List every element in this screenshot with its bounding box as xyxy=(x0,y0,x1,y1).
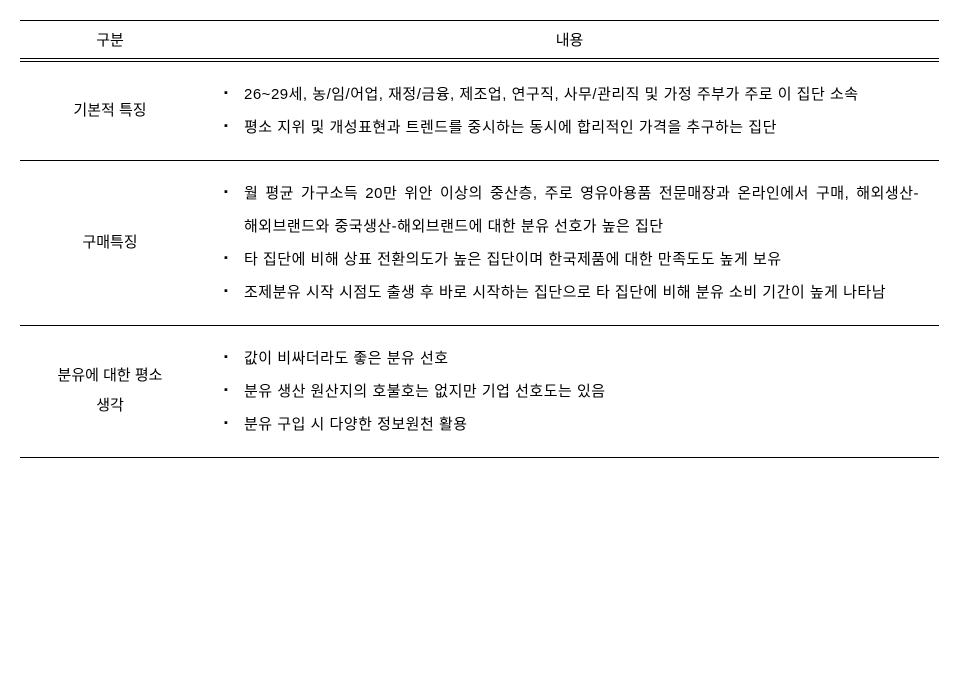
list-item: 26~29세, 농/임/어업, 재정/금융, 제조업, 연구직, 사무/관리직 … xyxy=(224,78,919,111)
list-item: 분유 구입 시 다양한 정보원천 활용 xyxy=(224,408,919,441)
table-row: 기본적 특징 26~29세, 농/임/어업, 재정/금융, 제조업, 연구직, … xyxy=(20,61,939,160)
list-item: 타 집단에 비해 상표 전환의도가 높은 집단이며 한국제품에 대한 만족도도 … xyxy=(224,243,919,276)
header-col-content: 내용 xyxy=(200,21,939,59)
row-label-thoughts: 분유에 대한 평소생각 xyxy=(20,325,200,457)
list-item: 조제분유 시작 시점도 출생 후 바로 시작하는 집단으로 타 집단에 비해 분… xyxy=(224,276,919,309)
row-content-basic: 26~29세, 농/임/어업, 재정/금융, 제조업, 연구직, 사무/관리직 … xyxy=(200,61,939,160)
row-content-thoughts: 값이 비싸더라도 좋은 분유 선호 분유 생산 원산지의 호불호는 없지만 기업… xyxy=(200,325,939,457)
table-row: 구매특징 월 평균 가구소득 20만 위안 이상의 중산층, 주로 영유아용품 … xyxy=(20,160,939,325)
list-item: 평소 지위 및 개성표현과 트렌드를 중시하는 동시에 합리적인 가격을 추구하… xyxy=(224,111,919,144)
bullet-list: 값이 비싸더라도 좋은 분유 선호 분유 생산 원산지의 호불호는 없지만 기업… xyxy=(208,342,919,441)
list-item: 값이 비싸더라도 좋은 분유 선호 xyxy=(224,342,919,375)
list-item: 분유 생산 원산지의 호불호는 없지만 기업 선호도는 있음 xyxy=(224,375,919,408)
row-label-basic: 기본적 특징 xyxy=(20,61,200,160)
bullet-list: 26~29세, 농/임/어업, 재정/금융, 제조업, 연구직, 사무/관리직 … xyxy=(208,78,919,144)
bullet-list: 월 평균 가구소득 20만 위안 이상의 중산층, 주로 영유아용품 전문매장과… xyxy=(208,177,919,309)
content-table: 구분 내용 기본적 특징 26~29세, 농/임/어업, 재정/금융, 제조업,… xyxy=(20,20,939,458)
header-col-category: 구분 xyxy=(20,21,200,59)
table-header-row: 구분 내용 xyxy=(20,21,939,59)
row-label-purchase: 구매특징 xyxy=(20,160,200,325)
list-item: 월 평균 가구소득 20만 위안 이상의 중산층, 주로 영유아용품 전문매장과… xyxy=(224,177,919,243)
table-row: 분유에 대한 평소생각 값이 비싸더라도 좋은 분유 선호 분유 생산 원산지의… xyxy=(20,325,939,457)
row-content-purchase: 월 평균 가구소득 20만 위안 이상의 중산층, 주로 영유아용품 전문매장과… xyxy=(200,160,939,325)
